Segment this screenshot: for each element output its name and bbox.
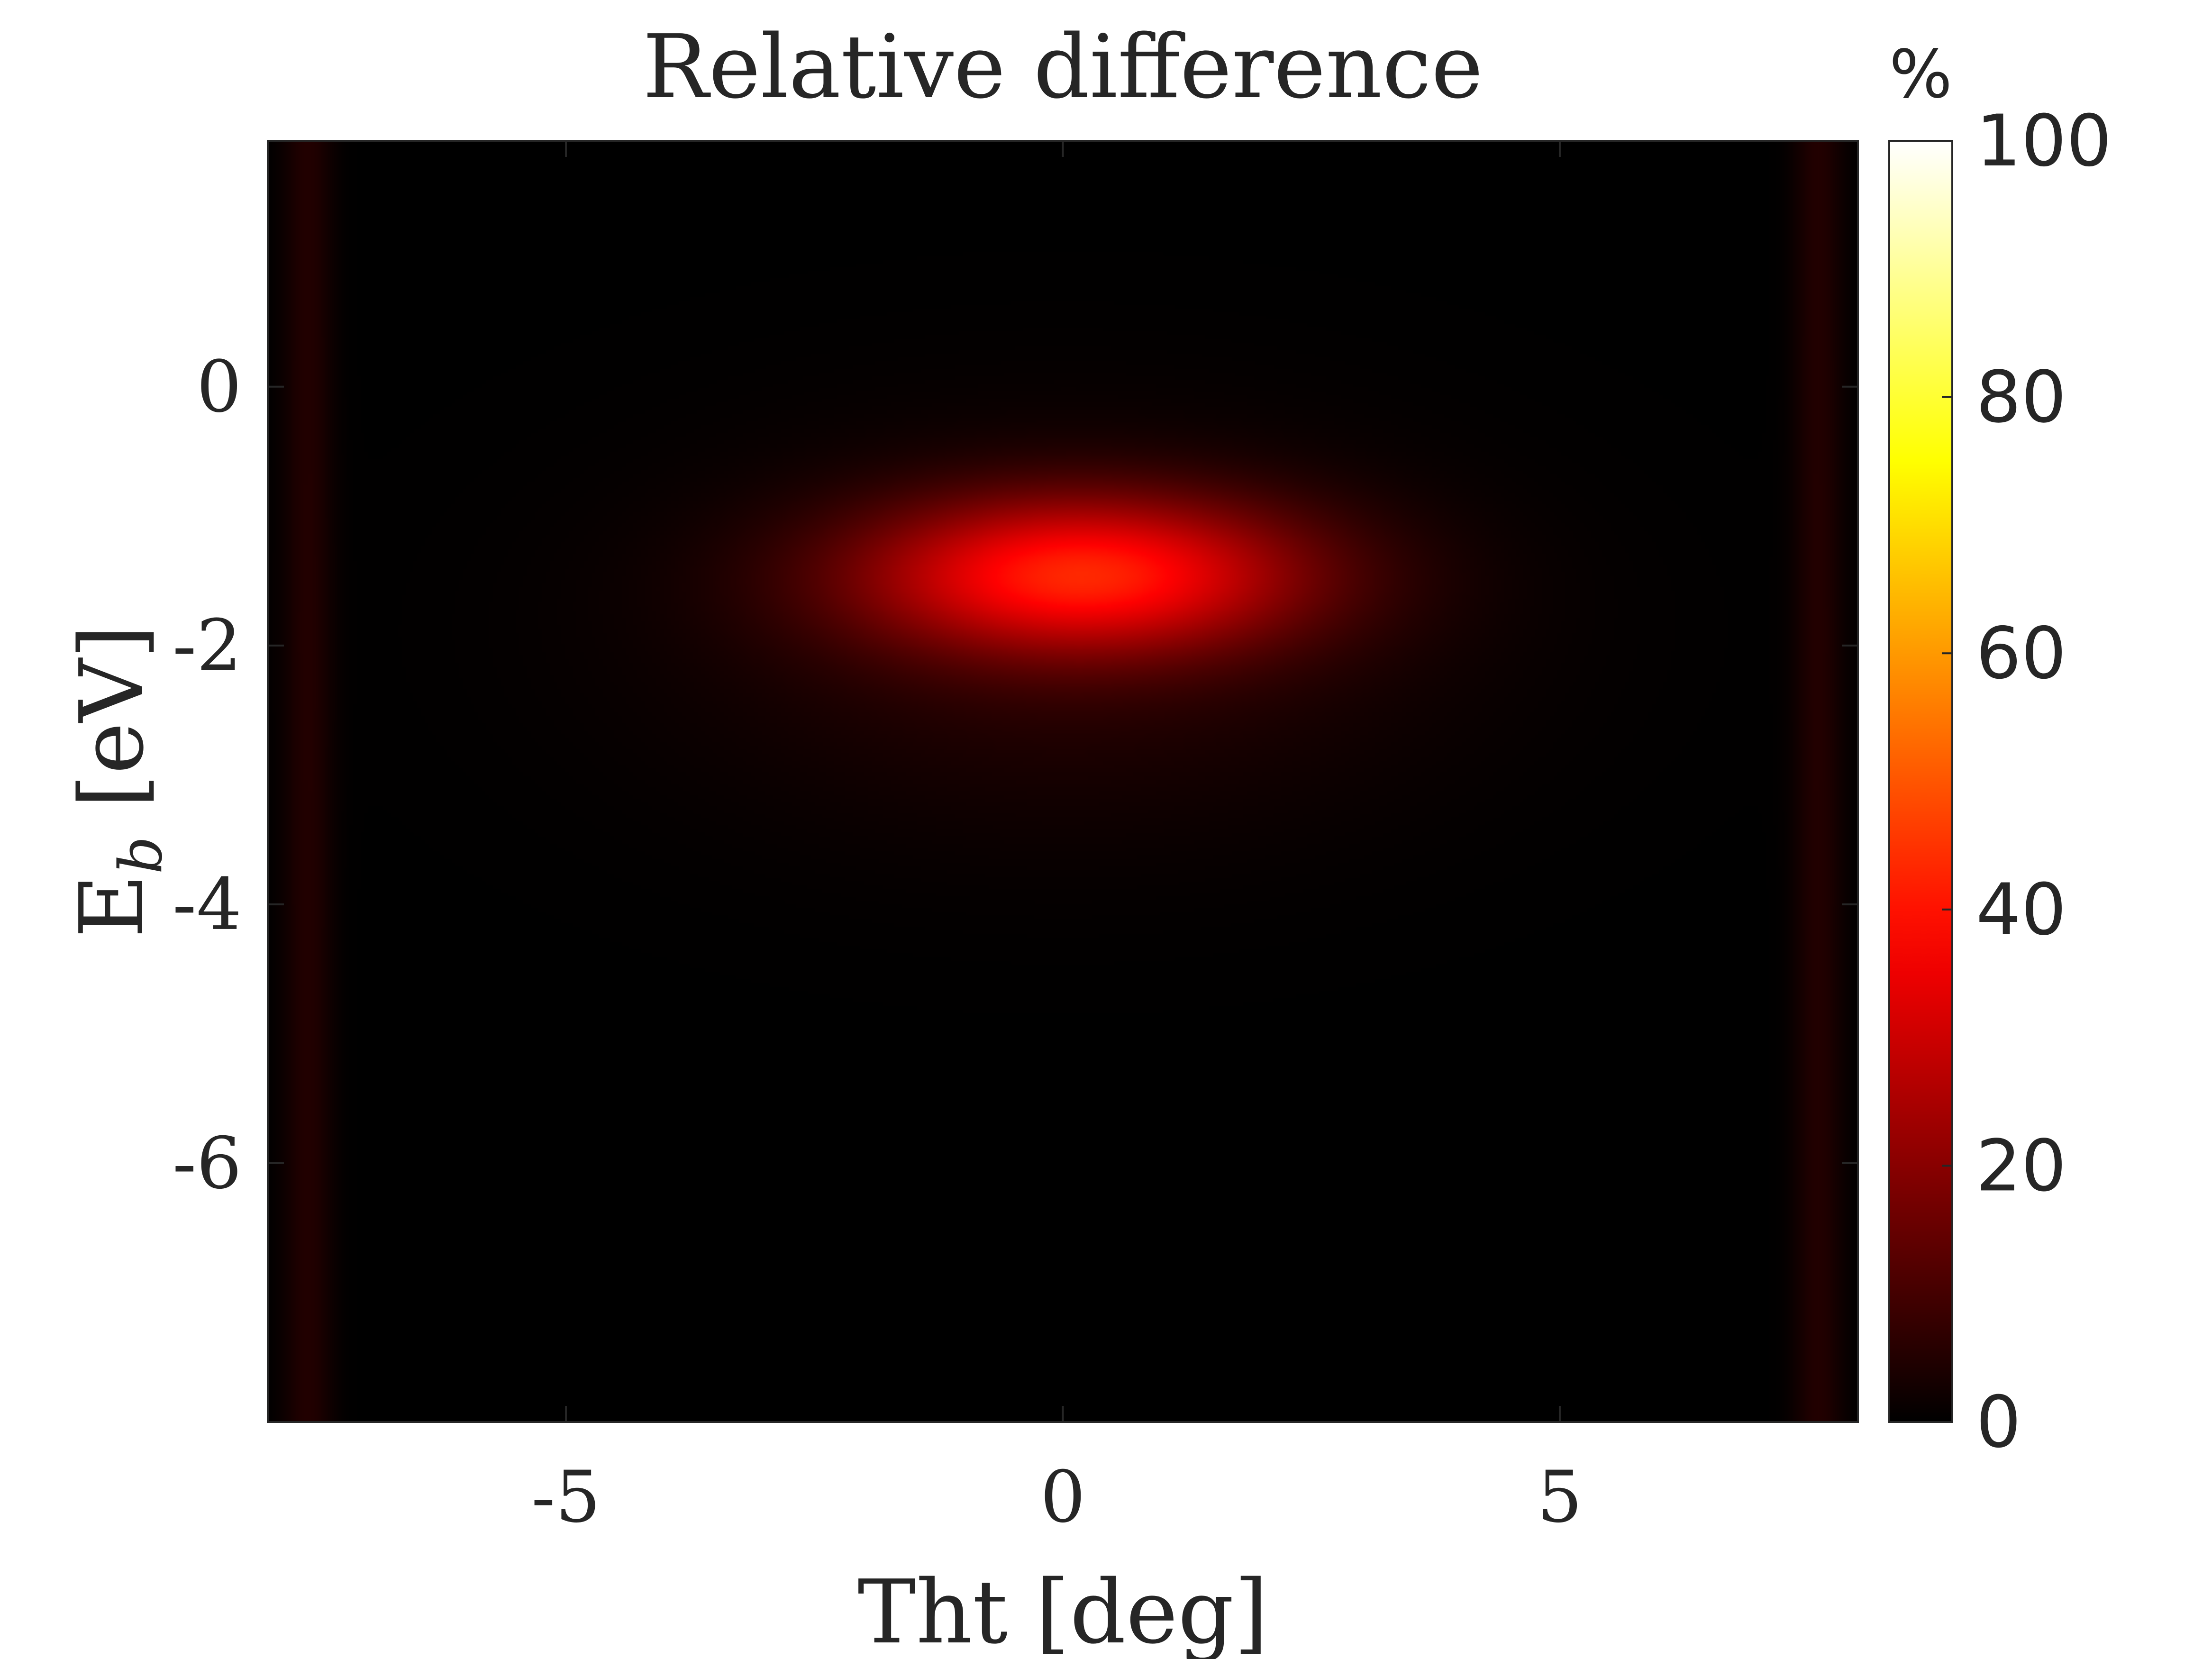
y-tick-label: -6 — [173, 1122, 242, 1205]
plot-frame — [267, 140, 1859, 1423]
x-axis-label: Tht [deg] — [857, 1561, 1268, 1659]
colorbar-tick-label: 60 — [1976, 612, 2066, 695]
y-tick-label: -2 — [173, 605, 242, 687]
colorbar-tick-label: 100 — [1976, 100, 2112, 182]
x-tick-label: -5 — [531, 1456, 601, 1539]
y-axis-label: Eb [eV] — [61, 625, 175, 938]
colorbar-tick-label: 20 — [1976, 1125, 2066, 1207]
colorbar-unit-label: % — [1889, 36, 1952, 113]
colorbar-tick-label: 0 — [1976, 1381, 2021, 1464]
colorbar — [1889, 141, 1952, 1422]
y-axis-label-main: E — [61, 874, 163, 938]
colorbar-tick-label: 80 — [1976, 356, 2066, 439]
y-tick-label: -4 — [173, 864, 242, 946]
y-axis-label-subscript: b — [107, 836, 175, 874]
colorbar-frame — [1888, 140, 1953, 1423]
heatmap-image — [268, 141, 1858, 1422]
y-tick-label: 0 — [197, 346, 242, 428]
y-axis-label-unit: [eV] — [61, 625, 163, 836]
x-tick-label: 5 — [1537, 1456, 1582, 1539]
chart-title: Relative difference — [643, 16, 1483, 118]
colorbar-tick-label: 40 — [1976, 869, 2066, 951]
x-tick-label: 0 — [1040, 1456, 1085, 1539]
